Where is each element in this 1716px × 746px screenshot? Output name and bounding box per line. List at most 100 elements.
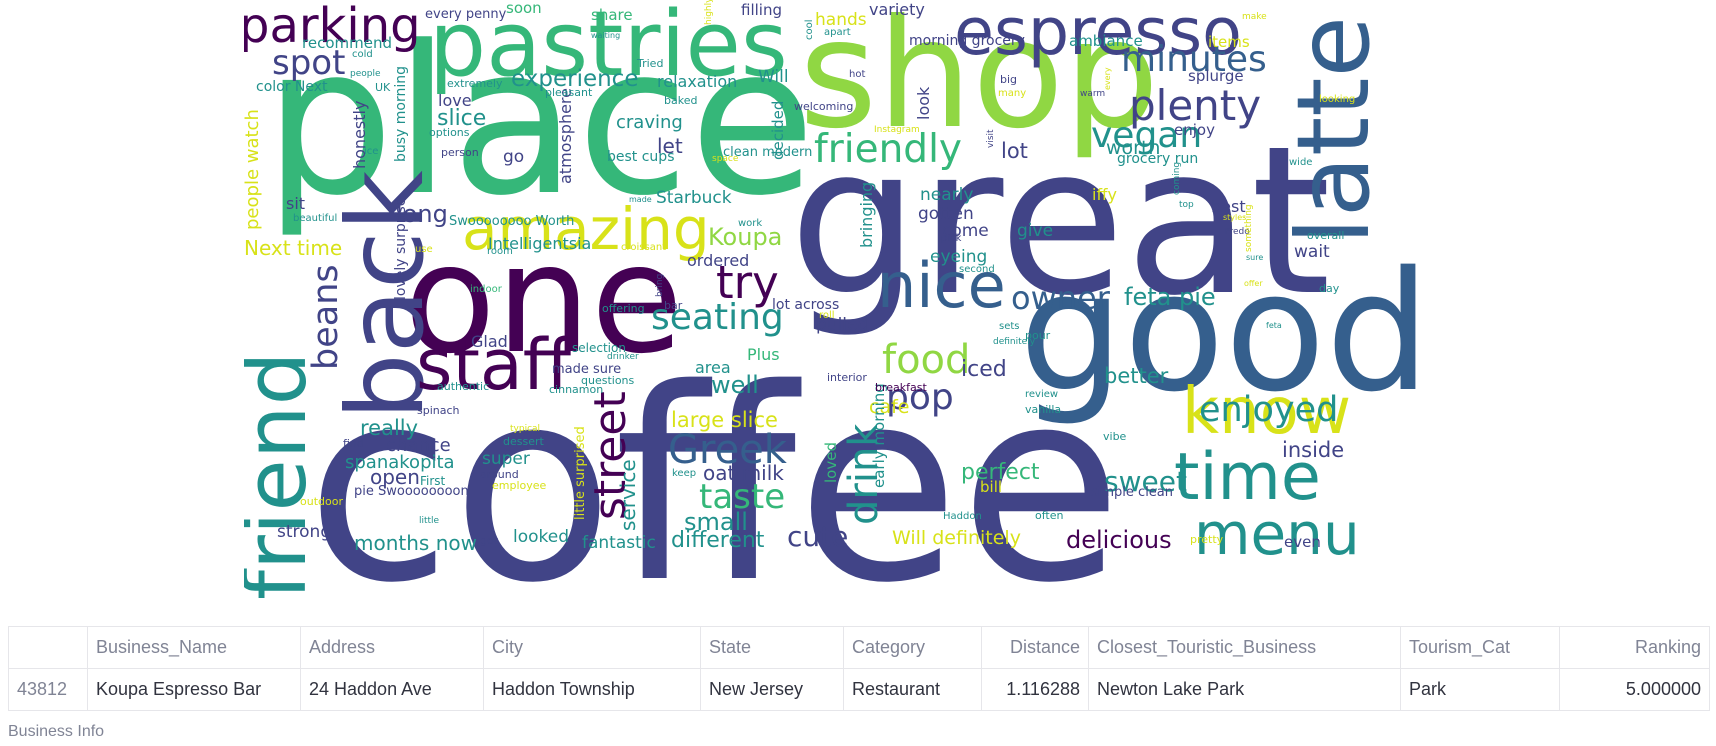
word-cloud-word: visit xyxy=(986,129,996,148)
word-cloud-word: apart xyxy=(824,27,851,38)
word-cloud-word: authentic xyxy=(437,380,490,393)
word-cloud-word: open xyxy=(370,465,420,489)
word-cloud-word: atmosphere xyxy=(556,88,575,184)
word-cloud-word: try xyxy=(716,256,779,309)
closest-touristic-business-cell[interactable]: Newton Lake Park xyxy=(1088,668,1401,711)
ranking-cell[interactable]: 5.000000 xyxy=(1559,668,1710,711)
column-header-address[interactable]: Address xyxy=(300,626,484,669)
word-cloud-word: beans xyxy=(306,264,346,370)
word-cloud-word: strong xyxy=(277,522,332,542)
word-cloud-word: many xyxy=(998,88,1027,99)
word-cloud-word: dessert xyxy=(503,435,544,448)
word-cloud-word: feta xyxy=(1266,321,1282,330)
word-cloud-word: amazing xyxy=(462,195,710,263)
word-cloud-word: vibe xyxy=(1103,430,1127,443)
word-cloud-word: spot xyxy=(272,43,346,83)
tourism-cat-cell[interactable]: Park xyxy=(1400,668,1560,711)
word-cloud-word: looked xyxy=(513,527,570,547)
word-cloud-word: cold xyxy=(352,49,373,60)
word-cloud-word: offer xyxy=(1244,279,1263,288)
word-cloud-word: experience xyxy=(511,66,639,92)
word-cloud-word: Tried xyxy=(637,57,664,70)
word-cloud-word: every penny xyxy=(425,7,507,22)
city-cell[interactable]: Haddon Township xyxy=(483,668,701,711)
word-cloud-word: vegan xyxy=(1091,115,1203,156)
word-cloud-word: give xyxy=(1017,221,1054,241)
word-cloud-word: craving xyxy=(616,112,683,133)
word-cloud-word: best cups xyxy=(607,149,675,165)
word-cloud-word: plenty xyxy=(1129,81,1262,130)
word-cloud-word: iffy xyxy=(1092,185,1117,204)
word-cloud-word: highly xyxy=(704,0,714,25)
word-cloud-word: Plus xyxy=(747,345,780,364)
word-cloud-word: morning grocery xyxy=(909,33,1025,49)
word-cloud-word: day xyxy=(1319,282,1340,295)
column-header-category[interactable]: Category xyxy=(843,626,982,669)
word-cloud-word: pleasant xyxy=(545,86,593,99)
word-cloud-word: Instagram xyxy=(874,125,920,135)
column-header-index[interactable] xyxy=(8,626,88,669)
word-cloud-word: beautiful xyxy=(293,213,338,224)
word-cloud-word: Greek xyxy=(668,427,787,473)
word-cloud-word: employee xyxy=(492,479,547,492)
word-cloud-word: selection xyxy=(572,341,626,355)
word-cloud-word: friendly xyxy=(814,127,962,172)
word-cloud-word: baked xyxy=(664,94,698,107)
word-cloud-word: wait xyxy=(1294,242,1330,262)
word-cloud-word: pick xyxy=(941,233,962,244)
word-cloud-word: parking xyxy=(244,0,421,54)
word-cloud-word: long xyxy=(396,200,448,228)
word-cloud-word: busy morning xyxy=(393,65,409,162)
word-cloud-word: color Next xyxy=(256,79,328,95)
word-cloud-word: time xyxy=(1174,440,1321,515)
row-index-cell[interactable]: 43812 xyxy=(8,668,88,711)
column-header-tourism-cat[interactable]: Tourism_Cat xyxy=(1400,626,1560,669)
state-cell[interactable]: New Jersey xyxy=(700,668,844,711)
word-cloud-word: top xyxy=(1179,200,1194,210)
word-cloud-word: Intelligentsia xyxy=(488,234,592,253)
word-cloud-word: often xyxy=(1035,509,1064,522)
word-cloud-word: bring xyxy=(655,273,665,297)
word-cloud-word: sure xyxy=(1246,253,1264,262)
word-cloud-word: better xyxy=(1104,364,1169,388)
column-header-distance[interactable]: Distance xyxy=(981,626,1089,669)
word-cloud-word: roll xyxy=(819,310,835,321)
word-cloud-word: enjoy xyxy=(1174,121,1215,139)
column-header-ranking[interactable]: Ranking xyxy=(1559,626,1710,669)
column-header-city[interactable]: City xyxy=(483,626,701,669)
word-cloud-word: worth xyxy=(1106,137,1161,159)
word-cloud-word: make xyxy=(1242,12,1267,22)
distance-cell[interactable]: 1.116288 xyxy=(981,668,1089,711)
word-cloud-word: sets xyxy=(999,321,1020,332)
word-cloud-word: fantastic xyxy=(582,533,656,553)
word-cloud-word: latte xyxy=(1275,15,1392,245)
word-cloud-word: room xyxy=(487,246,513,257)
address-cell[interactable]: 24 Haddon Ave xyxy=(300,668,484,711)
word-cloud-word: cafe xyxy=(869,396,910,418)
word-cloud-word: know xyxy=(1182,375,1352,449)
word-cloud-word: bill xyxy=(980,478,1003,496)
business-name-cell[interactable]: Koupa Espresso Bar xyxy=(87,668,301,711)
word-cloud-word: gotten xyxy=(918,204,974,224)
word-cloud-word: ice xyxy=(364,146,379,157)
word-cloud-word: loved xyxy=(822,442,840,483)
word-cloud-word: soon xyxy=(506,0,542,17)
column-header-closest-touristic-business[interactable]: Closest_Touristic_Business xyxy=(1088,626,1401,669)
word-cloud-word: offering xyxy=(602,302,645,315)
category-cell[interactable]: Restaurant xyxy=(843,668,982,711)
word-cloud-word: eyeing xyxy=(930,247,988,267)
word-cloud-word: pour xyxy=(1025,329,1051,342)
word-cloud-word: simple clean xyxy=(1091,485,1174,500)
word-cloud-word: looking xyxy=(1319,94,1356,105)
word-cloud-word: lot xyxy=(1001,139,1028,163)
word-cloud-word: Will xyxy=(758,67,789,87)
word-cloud-word: Haddon xyxy=(943,511,982,522)
word-cloud-word: wide xyxy=(1289,157,1313,168)
word-cloud-word: well xyxy=(711,371,759,399)
column-header-business-name[interactable]: Business_Name xyxy=(87,626,301,669)
word-cloud-word: seating xyxy=(651,297,784,338)
column-header-state[interactable]: State xyxy=(700,626,844,669)
word-cloud-word: large slice xyxy=(671,408,778,432)
word-cloud-word: Fredo xyxy=(1225,227,1250,237)
